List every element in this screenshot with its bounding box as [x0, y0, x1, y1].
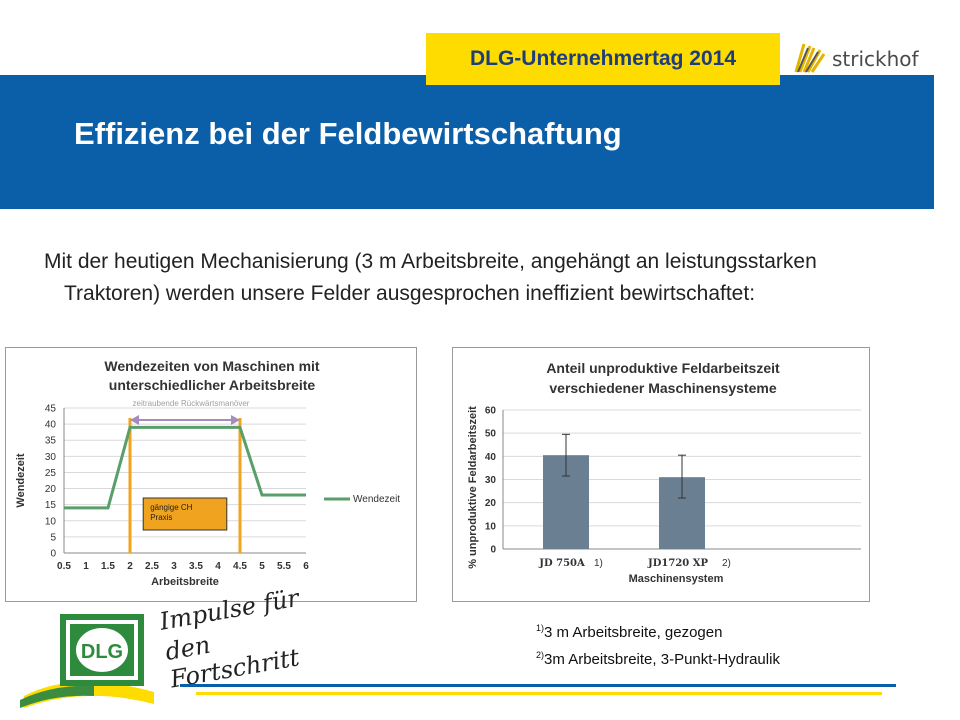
praxis-box — [142, 497, 228, 531]
grass-icon — [794, 43, 826, 73]
strickhof-logo: strickhof — [790, 38, 930, 78]
x-tick-label: 5.5 — [277, 561, 291, 572]
y-tick-label: 0 — [50, 549, 56, 560]
y-tick-label: 10 — [45, 516, 57, 527]
footer-divider-yellow — [196, 692, 882, 695]
chart-title: unterschiedlicher Arbeitsbreite — [109, 377, 316, 393]
dlg-logo-text: DLG — [81, 641, 123, 663]
category-label: JD1720 XP — [647, 558, 708, 569]
y-tick-label: 40 — [485, 452, 497, 463]
slide-title: Effizienz bei der Feldbewirtschaftung — [74, 116, 622, 151]
y-tick-label: 60 — [485, 406, 497, 417]
y-tick-label: 50 — [485, 429, 497, 440]
unproduktiv-chart: Anteil unproduktive Feldarbeitszeit versc… — [452, 347, 870, 602]
wendezeit-chart: Wendezeiten von Maschinen mit unterschied… — [5, 347, 417, 602]
x-tick-label: 2.5 — [145, 561, 159, 572]
y-tick-label: 40 — [45, 420, 57, 431]
slogan: Impulse für den Fortschritt — [158, 584, 320, 694]
x-tick-label: 6 — [303, 561, 309, 572]
x-axis-label: Maschinensystem — [629, 573, 724, 585]
x-tick-label: 4 — [215, 561, 221, 572]
y-tick-label: 30 — [45, 452, 57, 463]
x-tick-label: 5 — [259, 561, 265, 572]
praxis-box-label: gängige CH — [150, 503, 192, 512]
y-axis-label: Wendezeit — [15, 453, 27, 508]
category-label: JD 750A — [538, 558, 585, 569]
x-tick-label: 4.5 — [233, 561, 247, 572]
brand-name: strickhof — [832, 47, 919, 71]
y-tick-label: 20 — [45, 484, 57, 495]
chart-title: verschiedener Maschinensysteme — [549, 380, 776, 396]
praxis-box-label: Praxis — [150, 513, 172, 522]
y-tick-label: 20 — [485, 498, 497, 509]
unproduktiv-chart-svg: Anteil unproduktive Feldarbeitszeit versc… — [467, 360, 861, 585]
intro-paragraph: Mit der heutigen Mechanisierung (3 m Arb… — [44, 246, 864, 310]
y-axis-label: % unproduktive Feldarbeitszeit — [467, 406, 479, 569]
chart-title: Wendezeiten von Maschinen mit — [104, 358, 320, 374]
arrow-head-right — [231, 415, 240, 425]
x-tick-label: 2 — [127, 561, 133, 572]
footnote-mark: 2) — [536, 650, 545, 660]
dlg-logo: DLG — [14, 600, 164, 712]
event-badge: DLG-Unternehmertag 2014 — [426, 33, 780, 85]
footnote-text: 3 m Arbeitsbreite, gezogen — [544, 624, 723, 641]
footnote-text: 3m Arbeitsbreite, 3-Punkt-Hydraulik — [544, 651, 780, 668]
x-tick-label: 0.5 — [57, 561, 71, 572]
category-note: 1) — [594, 558, 603, 569]
y-tick-label: 0 — [490, 545, 496, 556]
arrow-annotation-label: zeitraubende Rückwärtsmanöver — [133, 399, 250, 408]
y-tick-label: 30 — [485, 475, 497, 486]
y-tick-label: 15 — [45, 500, 57, 511]
footnote-1: 1)3 m Arbeitsbreite, gezogen — [536, 617, 780, 644]
x-tick-label: 1.5 — [101, 561, 115, 572]
y-tick-label: 45 — [45, 404, 57, 415]
footnote-mark: 1) — [536, 623, 545, 633]
legend-label: Wendezeit — [353, 494, 400, 505]
y-tick-label: 35 — [45, 436, 57, 447]
x-tick-label: 1 — [83, 561, 89, 572]
category-note: 2) — [722, 558, 731, 569]
wendezeit-chart-svg: Wendezeiten von Maschinen mit unterschied… — [15, 358, 400, 588]
series-line-wendezeit — [64, 425, 306, 510]
y-tick-label: 5 — [50, 532, 56, 543]
y-tick-label: 25 — [45, 468, 57, 479]
x-tick-label: 3 — [171, 561, 177, 572]
arrow-head-left — [130, 415, 139, 425]
footnote-2: 2)3m Arbeitsbreite, 3-Punkt-Hydraulik — [536, 644, 780, 671]
y-tick-label: 10 — [485, 521, 497, 532]
chart-title: Anteil unproduktive Feldarbeitszeit — [546, 360, 780, 376]
title-banner — [0, 75, 934, 209]
x-axis-label: Arbeitsbreite — [151, 576, 219, 588]
footnotes: 1)3 m Arbeitsbreite, gezogen 2)3m Arbeit… — [536, 617, 780, 671]
intro-text: Mit der heutigen Mechanisierung (3 m Arb… — [44, 250, 817, 305]
footer-divider-blue — [180, 684, 896, 687]
x-tick-label: 3.5 — [189, 561, 203, 572]
